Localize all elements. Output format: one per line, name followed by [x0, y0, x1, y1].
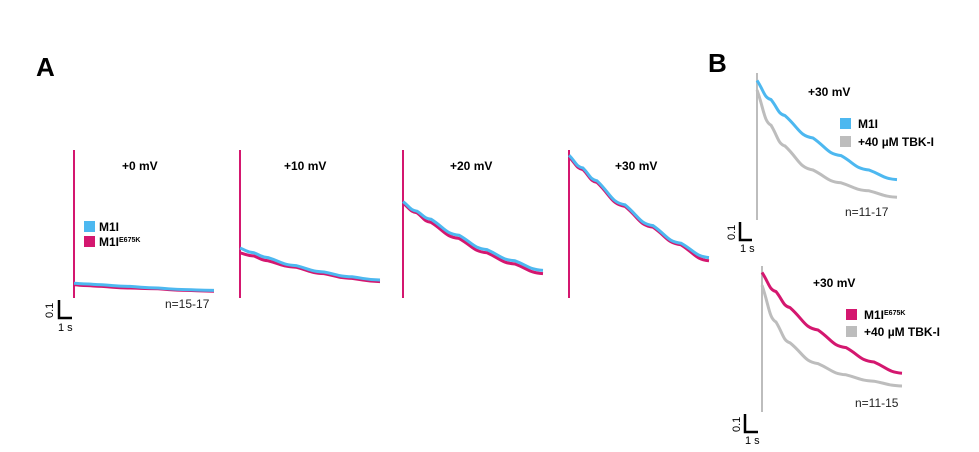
- scale-bar-lines: [57, 300, 72, 320]
- scale-bar-a: 0.1 1 s: [44, 300, 73, 334]
- legend-swatch-m1i-e675k: [84, 236, 95, 247]
- legend-label-tbk: +40 µM TBK-I: [858, 135, 934, 149]
- title-20mv: +20 mV: [450, 159, 492, 173]
- title-b-top: +30 mV: [808, 85, 850, 99]
- scale-bar-lines: [743, 414, 758, 434]
- n-label-a: n=15-17: [165, 297, 210, 311]
- legend-swatch-tbk: [846, 326, 857, 337]
- legend-swatch-m1i: [84, 221, 95, 232]
- trace-m1i: [402, 200, 544, 272]
- legend-swatch-tbk: [840, 136, 851, 147]
- trace-panel-0: [73, 150, 215, 298]
- n-label-b-top: n=11-17: [845, 205, 889, 219]
- trace-panel-4: [755, 73, 898, 220]
- trace-m1i: [755, 79, 898, 182]
- legend-swatch-m1i: [840, 118, 851, 129]
- scale-bar-x-label: 1 s: [740, 243, 755, 255]
- scale-bar-b-top: 0.1 1 s: [726, 222, 755, 255]
- trace-tbk: [760, 284, 903, 388]
- trace-m1i: [73, 281, 215, 292]
- scale-bar-y-label: 0.1: [731, 417, 743, 432]
- scale-bar-y-label: 0.1: [726, 225, 738, 240]
- trace-panel-1: [239, 150, 381, 298]
- trace-panel-2: [402, 150, 544, 298]
- title-b-bottom: +30 mV: [813, 276, 855, 290]
- n-label-b-bottom: n=11-15: [855, 396, 899, 410]
- legend-sup: E675K: [119, 237, 140, 244]
- legend-name: M1I: [864, 308, 884, 322]
- panel-label-a: A: [36, 52, 55, 82]
- trace-m1i: [567, 154, 710, 260]
- trace-panel-3: [567, 150, 710, 298]
- trace-m1i: [239, 246, 381, 282]
- trace-m1i-e675k: [760, 271, 903, 375]
- legend-label-m1i: M1I: [858, 117, 878, 131]
- traces: [73, 73, 903, 412]
- scale-bar-lines: [738, 222, 752, 242]
- title-10mv: +10 mV: [284, 159, 326, 173]
- legend-sup: E675K: [884, 310, 905, 317]
- legend-label-m1i-e675k: M1IE675K: [99, 235, 140, 249]
- trace-tbk: [755, 89, 898, 199]
- legend-label-tbk: +40 µM TBK-I: [864, 325, 940, 339]
- trace-m1i-e675k: [239, 251, 381, 284]
- scale-bar-x-label: 1 s: [745, 435, 760, 447]
- title-30mv: +30 mV: [615, 159, 657, 173]
- scale-bar-y-label: 0.1: [44, 303, 56, 318]
- legend-label-m1i: M1I: [99, 220, 119, 234]
- trace-panel-5: [760, 266, 903, 412]
- scale-bar-x-label: 1 s: [58, 322, 73, 334]
- title-0mv: +0 mV: [122, 159, 158, 173]
- panel-label-b: B: [708, 48, 727, 78]
- legend-swatch-m1i-e675k: [846, 309, 857, 320]
- scale-bar-b-bottom: 0.1 1 s: [731, 414, 760, 447]
- legend-name: M1I: [99, 235, 119, 249]
- legend-label-m1i-e675k: M1IE675K: [864, 308, 905, 322]
